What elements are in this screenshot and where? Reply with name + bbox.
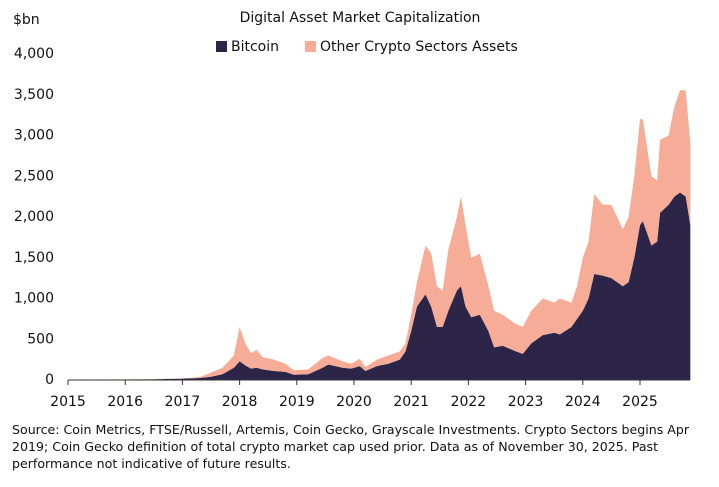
x-tick-label: 2022 [451, 394, 487, 410]
x-tick-label: 2020 [336, 394, 372, 410]
x-tick-label: 2019 [279, 394, 315, 410]
y-tick-label: 2,000 [14, 209, 54, 225]
x-tick-label: 2018 [222, 394, 258, 410]
y-tick-label: 2,500 [14, 168, 54, 184]
area [68, 89, 691, 380]
x-tick-label: 2024 [565, 394, 601, 410]
y-tick-label: 3,500 [14, 87, 54, 103]
x-tick-label: 2016 [107, 394, 143, 410]
x-tick-label: 2015 [50, 394, 86, 410]
area [68, 192, 691, 380]
legend-label: Bitcoin [231, 39, 279, 55]
x-tick-label: 2025 [622, 394, 658, 410]
y-tick-label: 3,000 [14, 128, 54, 144]
chart: Digital Asset Market Capitalization $bn … [13, 10, 691, 410]
y-tick-label: 1,500 [14, 250, 54, 266]
legend-swatch [305, 41, 317, 52]
legend-label: Other Crypto Sectors Assets [320, 39, 518, 55]
legend-swatch [216, 41, 227, 52]
y-axis-label: $bn [13, 12, 40, 28]
x-tick-label: 2021 [393, 394, 429, 410]
y-tick-label: 0 [45, 372, 54, 388]
chart-title: Digital Asset Market Capitalization [240, 10, 481, 26]
source-note: Source: Coin Metrics, FTSE/Russell, Arte… [12, 422, 690, 471]
y-tick-label: 500 [27, 331, 54, 347]
x-tick-label: 2017 [165, 394, 201, 410]
y-tick-label: 4,000 [14, 46, 54, 62]
y-tick-label: 1,000 [14, 291, 54, 307]
x-tick-label: 2023 [508, 394, 544, 410]
